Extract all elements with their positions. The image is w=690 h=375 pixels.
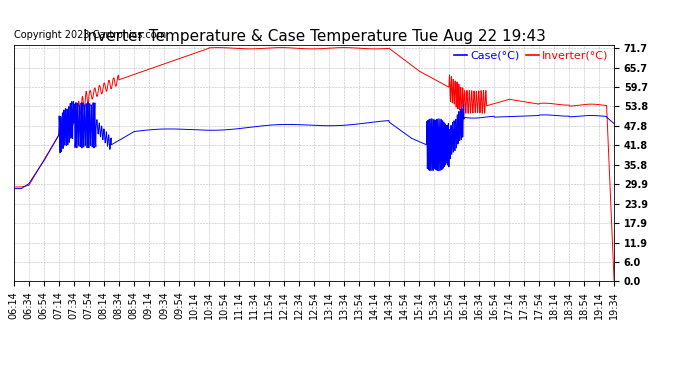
Legend: Case(°C), Inverter(°C): Case(°C), Inverter(°C): [454, 51, 609, 60]
Title: Inverter Temperature & Case Temperature Tue Aug 22 19:43: Inverter Temperature & Case Temperature …: [83, 29, 545, 44]
Text: Copyright 2023 Cartronics.com: Copyright 2023 Cartronics.com: [14, 30, 166, 40]
